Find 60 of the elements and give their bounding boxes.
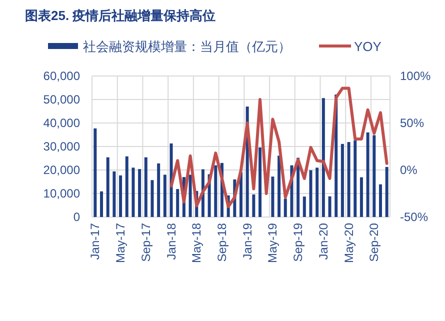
bar bbox=[302, 196, 306, 217]
bar bbox=[328, 196, 332, 217]
x-tick-label: Jan-17 bbox=[88, 222, 102, 260]
y-tick-label: 20,000 bbox=[43, 163, 80, 177]
legend-label: YOY bbox=[354, 39, 382, 54]
bar bbox=[125, 156, 128, 217]
bar bbox=[252, 194, 256, 217]
bar bbox=[138, 169, 142, 217]
bar bbox=[360, 177, 363, 217]
x-tick-label: Jan-20 bbox=[316, 222, 330, 260]
bar bbox=[258, 147, 262, 217]
bar bbox=[278, 156, 281, 217]
y-tick-label: 50,000 bbox=[43, 92, 80, 106]
line-series bbox=[170, 86, 388, 208]
x-tick-label: Jan-18 bbox=[164, 222, 178, 260]
bar bbox=[94, 128, 97, 217]
x-tick-label: Jan-19 bbox=[240, 222, 254, 260]
x-tick-label: May-19 bbox=[266, 222, 280, 264]
y2-tick-label: 50% bbox=[400, 116, 424, 130]
bar bbox=[176, 189, 180, 217]
bar bbox=[150, 180, 154, 217]
bar bbox=[378, 184, 382, 217]
bar bbox=[163, 174, 166, 217]
y-tick-label: 0 bbox=[73, 210, 80, 224]
x-tick-label: May-17 bbox=[114, 222, 128, 264]
chart-title: 图表25. 疫情后社融增量保持高位 bbox=[25, 8, 216, 23]
y-tick-label: 60,000 bbox=[43, 69, 80, 83]
y-tick-label: 10,000 bbox=[43, 186, 80, 200]
bar bbox=[385, 166, 388, 217]
bar bbox=[271, 176, 274, 217]
y2-tick-label: -50% bbox=[400, 210, 428, 224]
y-tick-label: 40,000 bbox=[43, 116, 80, 130]
y2-tick-label: 0% bbox=[400, 163, 418, 177]
bar bbox=[100, 191, 104, 217]
bar bbox=[316, 168, 319, 217]
bar bbox=[157, 163, 160, 217]
bar bbox=[214, 165, 218, 217]
x-tick-label: May-20 bbox=[342, 222, 356, 264]
bar bbox=[354, 140, 357, 217]
y2-tick-label: 100% bbox=[400, 69, 432, 83]
x-tick-label: Sep-20 bbox=[367, 222, 382, 262]
x-tick-label: May-18 bbox=[190, 222, 204, 264]
bar bbox=[372, 135, 376, 217]
bar bbox=[347, 142, 350, 217]
bar bbox=[322, 98, 325, 217]
legend-label: 社会融资规模增量：当月值（亿元） bbox=[83, 39, 291, 54]
bar bbox=[119, 175, 122, 217]
y-tick-label: 30,000 bbox=[43, 140, 80, 154]
x-tick-label: Sep-17 bbox=[138, 222, 153, 262]
bar bbox=[309, 170, 312, 217]
bar bbox=[284, 198, 287, 217]
bar bbox=[144, 157, 148, 217]
bar bbox=[366, 132, 370, 217]
bar bbox=[112, 171, 116, 217]
bar bbox=[340, 144, 344, 217]
x-tick-label: Sep-18 bbox=[214, 222, 229, 262]
bar bbox=[106, 157, 110, 217]
x-tick-label: Sep-19 bbox=[291, 222, 306, 262]
bar bbox=[188, 174, 192, 217]
bar bbox=[132, 168, 135, 217]
